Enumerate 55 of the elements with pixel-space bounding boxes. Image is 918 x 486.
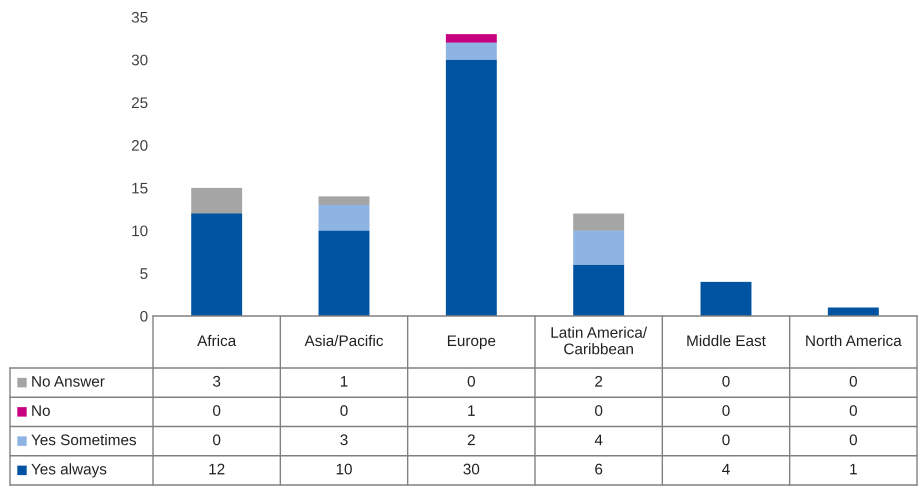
bar xyxy=(573,213,624,231)
data-label: 0 xyxy=(468,376,475,387)
data-label: 1 xyxy=(340,376,348,387)
y-tick-label: 0 xyxy=(140,310,148,322)
data-label: 0 xyxy=(340,405,348,416)
x-tick-label: Middle East xyxy=(687,334,766,346)
x-tick-label: North America xyxy=(806,334,902,346)
y-tick-label: 20 xyxy=(132,140,148,151)
bar xyxy=(318,230,370,316)
legend-label: No Answer xyxy=(32,376,105,387)
bar xyxy=(700,282,752,316)
data-label: 0 xyxy=(722,405,730,416)
bar xyxy=(446,60,497,316)
bar xyxy=(573,264,624,316)
data-label: 0 xyxy=(722,376,730,387)
bar xyxy=(191,213,242,316)
data-label: 30 xyxy=(463,464,480,474)
data-label: 2 xyxy=(468,434,475,446)
x-tick-label: Latin America/Caribbean xyxy=(552,326,648,354)
bar xyxy=(446,42,497,60)
y-tick-label: 30 xyxy=(132,54,148,66)
data-label: 4 xyxy=(594,434,602,446)
bar xyxy=(446,34,497,43)
data-label: 1 xyxy=(850,464,857,474)
data-label: 2 xyxy=(595,376,602,387)
bar xyxy=(828,307,879,316)
x-tick-label: Europe xyxy=(448,335,496,350)
y-tick-label: 35 xyxy=(132,12,148,23)
data-label: 0 xyxy=(850,405,857,416)
bar xyxy=(318,196,370,205)
x-tick-label: Africa xyxy=(197,334,236,346)
data-label: 0 xyxy=(213,434,220,446)
y-tick-label: 10 xyxy=(132,225,148,236)
data-label: 10 xyxy=(336,464,352,474)
data-label: 0 xyxy=(850,434,857,446)
data-label: 1 xyxy=(468,405,475,416)
data-label: 6 xyxy=(595,464,602,474)
data-label: 0 xyxy=(722,434,730,446)
legend-label: Yes always xyxy=(31,463,106,478)
x-tick-label: Asia/Pacific xyxy=(304,334,384,346)
legend-label: Yes Sometimes xyxy=(31,434,136,446)
bar xyxy=(573,230,624,265)
bar xyxy=(318,204,370,231)
y-tick-label: 15 xyxy=(132,182,148,194)
data-label: 4 xyxy=(722,464,730,474)
bar xyxy=(191,188,242,214)
data-label: 12 xyxy=(209,464,224,474)
data-label: 3 xyxy=(340,434,348,446)
y-tick-label: 25 xyxy=(132,97,148,108)
data-label: 0 xyxy=(595,405,602,416)
legend-label: No xyxy=(32,405,50,416)
y-tick-label: 5 xyxy=(140,268,148,279)
data-label: 3 xyxy=(213,376,220,387)
data-label: 0 xyxy=(850,376,857,387)
data-label: 0 xyxy=(213,405,220,416)
